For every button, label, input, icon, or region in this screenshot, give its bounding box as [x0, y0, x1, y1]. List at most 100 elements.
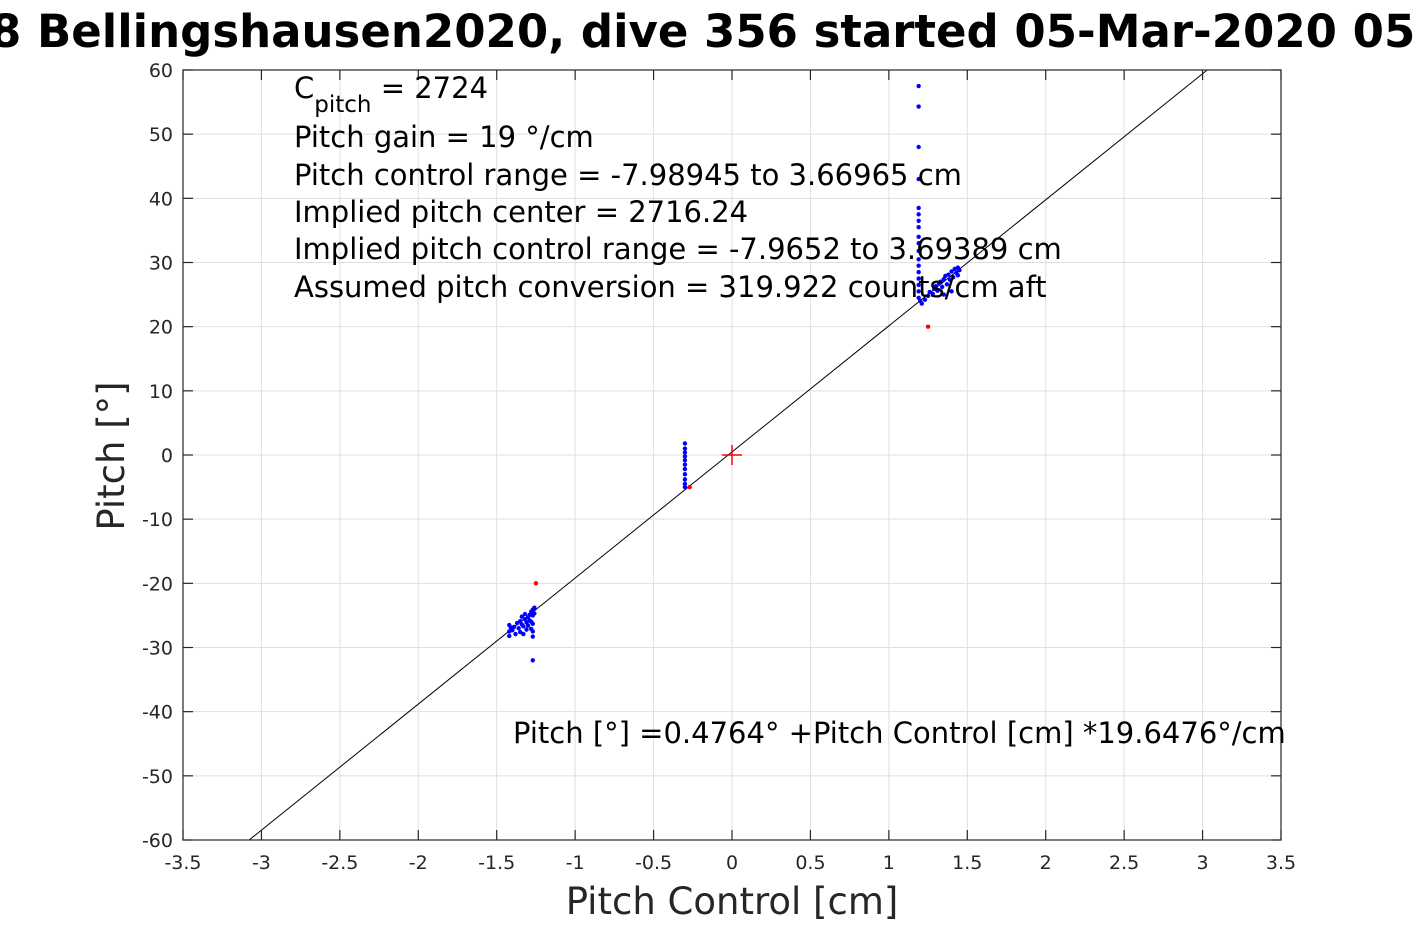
- y-tick-label: 0: [161, 445, 173, 467]
- data-point: [682, 472, 688, 477]
- x-tick-label: -1: [566, 852, 585, 874]
- annotation-c-pitch: Cpitch = 2724: [294, 71, 488, 118]
- y-tick-label: -60: [142, 830, 173, 852]
- y-tick-label: 50: [149, 124, 173, 146]
- x-tick-label: -1.5: [478, 852, 515, 874]
- x-tick-label: 1.5: [952, 852, 982, 874]
- x-tick-label: 3.5: [1266, 852, 1296, 874]
- data-point: [916, 257, 921, 262]
- data-point: [682, 481, 688, 487]
- data-point: [521, 624, 526, 629]
- data-point: [516, 626, 521, 631]
- x-tick-label: -2.5: [321, 852, 358, 874]
- data-point: [513, 631, 518, 637]
- x-tick-label: -2: [409, 852, 428, 874]
- data-point: [935, 288, 940, 293]
- y-tick-label: -50: [142, 766, 173, 788]
- data-point: [938, 279, 943, 284]
- data-point: [524, 627, 529, 632]
- data-point: [939, 284, 945, 290]
- data-point: [916, 104, 921, 109]
- data-point: [521, 631, 526, 637]
- data-point: [682, 466, 688, 472]
- reference-point: [533, 581, 539, 586]
- annotation-implied-control-range: Implied pitch control range = -7.9652 to…: [294, 232, 1062, 266]
- data-points: [507, 83, 962, 663]
- x-tick-label: -3: [252, 852, 271, 874]
- data-point: [933, 284, 939, 289]
- c-pitch-symbol: C: [294, 71, 314, 105]
- annotation-pitch-control-range: Pitch control range = -7.98945 to 3.6696…: [294, 158, 962, 192]
- data-point: [916, 269, 921, 275]
- chart-title: 8 Bellingshausen2020, dive 356 started 0…: [0, 5, 1415, 58]
- data-point: [916, 289, 921, 294]
- x-tick-labels: -3.5 -3 -2.5 -2 -1.5 -1 -0.5 0 0.5 1 1.5 2 2.5 3 3.5: [164, 852, 1296, 874]
- fit-equation: Pitch [°] =0.4764° +Pitch Control [cm] *…: [513, 716, 1286, 750]
- y-tick-label: 20: [149, 317, 173, 339]
- data-point: [916, 176, 921, 182]
- data-point: [919, 301, 924, 306]
- data-point: [941, 292, 946, 297]
- y-tick-label: -30: [142, 638, 173, 660]
- y-tick-label: -40: [142, 702, 173, 724]
- data-point: [949, 269, 954, 274]
- x-tick-label: -3.5: [164, 852, 201, 874]
- data-point: [530, 658, 535, 663]
- x-tick-label: 2.5: [1109, 852, 1139, 874]
- data-point: [944, 282, 950, 287]
- y-tick-labels: 60 50 40 30 20 10 0 -10 -20 -30 -40 -50 -60: [142, 60, 173, 852]
- data-point: [950, 275, 956, 280]
- data-point: [522, 611, 528, 617]
- data-point: [682, 477, 688, 482]
- reference-point: [687, 484, 692, 490]
- ticks: [182, 69, 1282, 841]
- data-point: [916, 144, 921, 150]
- y-tick-label: 60: [149, 60, 173, 82]
- data-point: [682, 457, 688, 463]
- data-point: [922, 297, 928, 302]
- data-point: [916, 241, 921, 246]
- reference-point: [925, 324, 931, 329]
- data-point: [946, 272, 951, 277]
- data-point: [532, 605, 537, 610]
- c-pitch-subscript: pitch: [314, 92, 371, 118]
- origin-marker: [722, 445, 742, 465]
- data-point: [530, 629, 535, 634]
- c-pitch-value: = 2724: [371, 71, 488, 105]
- annotation-implied-pitch-center: Implied pitch center = 2716.24: [294, 195, 748, 229]
- x-tick-label: 2: [1040, 852, 1052, 874]
- data-point: [925, 293, 931, 299]
- data-point: [682, 450, 688, 455]
- data-point: [916, 248, 921, 254]
- data-point: [916, 212, 921, 217]
- data-point: [682, 484, 688, 490]
- y-axis-label: Pitch [°]: [90, 381, 133, 530]
- y-tick-label: 10: [149, 381, 173, 403]
- data-point: [682, 462, 688, 467]
- origin-marker-group: [722, 445, 742, 465]
- annotation-pitch-gain: Pitch gain = 19 °/cm: [294, 120, 594, 154]
- data-point: [947, 277, 953, 283]
- data-point: [916, 276, 921, 281]
- x-tick-label: 1: [883, 852, 895, 874]
- data-point: [916, 83, 921, 89]
- data-point: [955, 273, 961, 278]
- data-point: [916, 282, 921, 288]
- data-point: [949, 289, 954, 294]
- data-point: [519, 614, 525, 619]
- y-tick-label: -10: [142, 509, 173, 531]
- data-point: [532, 611, 537, 616]
- x-tick-label: 3: [1197, 852, 1209, 874]
- data-point: [530, 621, 535, 626]
- x-tick-label: 0: [726, 852, 738, 874]
- data-point: [916, 218, 921, 223]
- data-point: [916, 234, 921, 240]
- data-point: [957, 268, 962, 273]
- data-point: [511, 624, 517, 630]
- data-point: [682, 446, 688, 451]
- data-point: [916, 263, 921, 268]
- data-point: [930, 291, 935, 297]
- data-point: [916, 205, 921, 211]
